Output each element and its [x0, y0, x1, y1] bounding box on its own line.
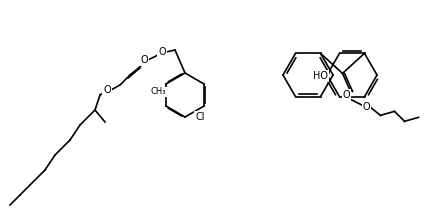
- Text: CH₃: CH₃: [150, 88, 166, 96]
- Text: HO: HO: [313, 71, 328, 81]
- Text: O: O: [103, 85, 111, 95]
- Text: O: O: [343, 90, 350, 100]
- Text: O: O: [363, 102, 370, 112]
- Text: O: O: [158, 47, 166, 57]
- Text: O: O: [140, 55, 148, 65]
- Text: Cl: Cl: [195, 112, 204, 122]
